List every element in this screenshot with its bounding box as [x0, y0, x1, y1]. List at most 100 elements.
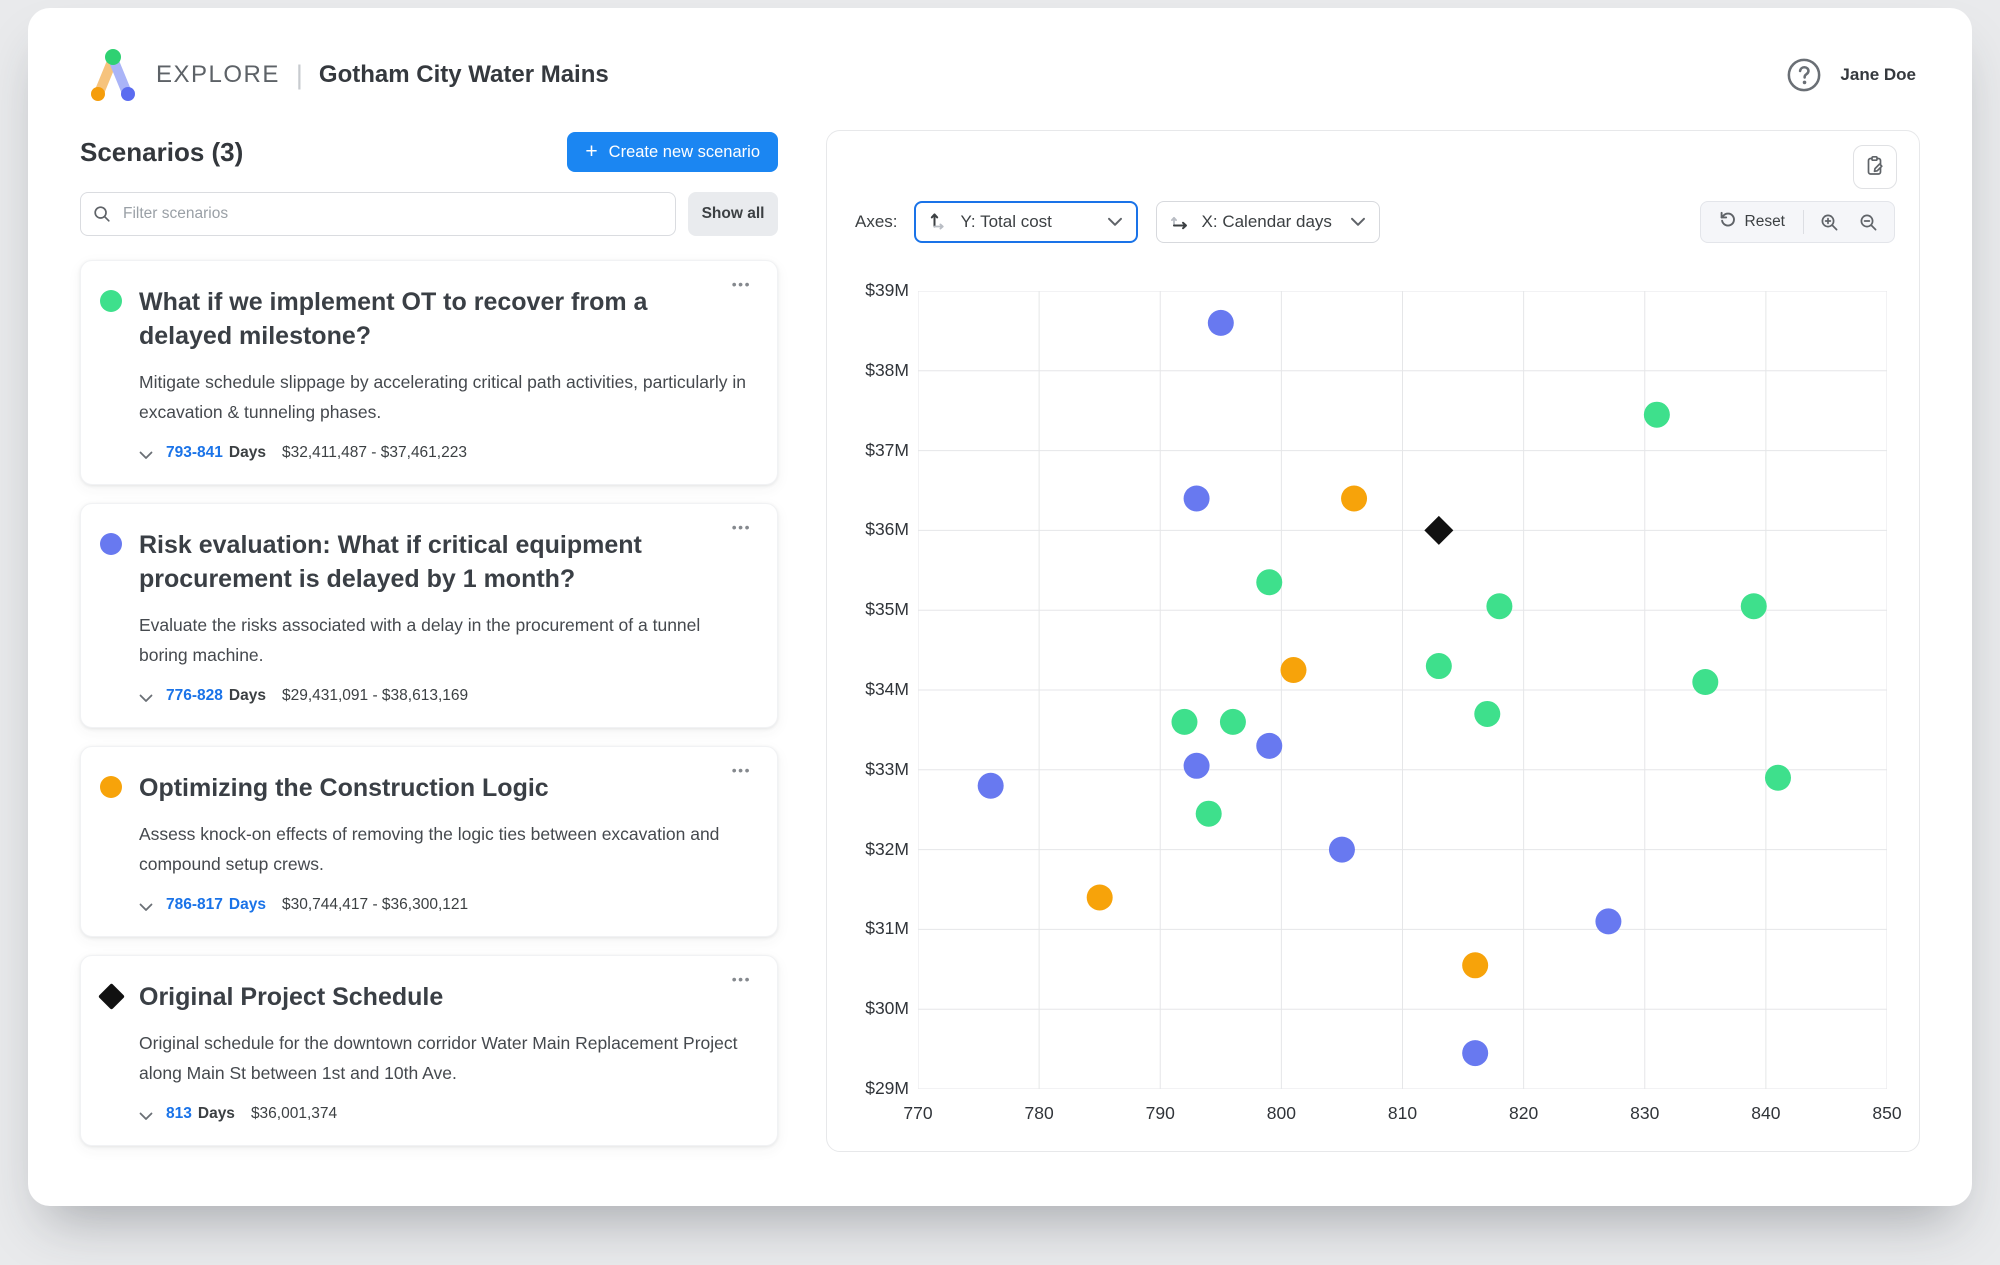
user-name[interactable]: Jane Doe [1840, 65, 1916, 84]
y-axis-tick-label: $36M [865, 519, 909, 540]
create-new-scenario-label: Create new scenario [608, 142, 760, 161]
scatter-point[interactable] [1425, 653, 1452, 680]
help-button[interactable] [1786, 57, 1822, 93]
scenario-marker-circle [100, 776, 122, 798]
show-all-button[interactable]: Show all [688, 192, 778, 236]
scenario-marker-circle [100, 533, 122, 555]
app-window: EXPLORE | Gotham City Water Mains Jane D… [28, 8, 1972, 1206]
zoom-in-button[interactable] [1816, 211, 1843, 234]
x-axis-tick-label: 810 [1387, 1103, 1418, 1123]
divider [1803, 210, 1804, 234]
clipboard-edit-icon [1864, 155, 1886, 180]
y-axis-dropdown[interactable]: Y: Total cost [913, 201, 1138, 243]
scatter-point[interactable] [1643, 401, 1670, 428]
y-axis-icon [929, 210, 949, 235]
chart-zoom-controls: Reset [1699, 201, 1895, 243]
expand-chevron-icon[interactable] [139, 1109, 153, 1120]
scatter-point[interactable] [1764, 764, 1791, 791]
days-unit-label: Days [228, 687, 266, 704]
help-icon [1786, 58, 1822, 96]
scatter-point[interactable] [1183, 485, 1210, 512]
card-menu-button[interactable]: ••• [726, 518, 757, 536]
zoom-out-button[interactable] [1855, 211, 1882, 234]
days-range: 793-841 [166, 444, 223, 461]
scatter-point[interactable] [1740, 593, 1767, 620]
scenario-footer: 793-841 Days $32,411,487 - $37,461,223 [139, 444, 749, 462]
card-menu-button[interactable]: ••• [726, 275, 757, 293]
scenario-description: Assess knock-on effects of removing the … [139, 824, 720, 874]
export-report-button[interactable] [1853, 145, 1897, 189]
create-new-scenario-button[interactable]: + Create new scenario [567, 132, 778, 172]
cost-range: $29,431,091 - $38,613,169 [281, 687, 469, 704]
y-axis-selected-value: Y: Total cost [960, 212, 1052, 231]
scatter-point[interactable] [1183, 752, 1210, 779]
header: EXPLORE | Gotham City Water Mains Jane D… [88, 44, 1916, 106]
scatter-point[interactable] [1086, 884, 1113, 911]
scatter-point[interactable] [1280, 657, 1307, 684]
days-unit-label: Days [228, 444, 266, 461]
scenario-description: Mitigate schedule slippage by accelerati… [139, 372, 746, 422]
x-axis-tick-label: 790 [1145, 1103, 1175, 1123]
scenario-card-list: ••• What if we implement OT to recover f… [80, 260, 778, 1146]
scenario-footer: 786-817 Days $30,744,417 - $36,300,121 [139, 896, 749, 914]
scatter-point[interactable] [1341, 485, 1368, 512]
y-axis-tick-label: $37M [865, 439, 909, 460]
days-range: 776-828 [166, 687, 223, 704]
scatter-point[interactable] [1219, 708, 1246, 735]
scatter-point[interactable] [977, 772, 1004, 799]
cost-range: $32,411,487 - $37,461,223 [281, 444, 467, 461]
scenario-description: Original schedule for the downtown corri… [139, 1033, 738, 1083]
chevron-down-icon [1350, 217, 1366, 227]
chevron-down-icon [1107, 217, 1123, 227]
scenario-footer: 813 Days $36,001,374 [139, 1105, 749, 1123]
scatter-point[interactable] [1256, 569, 1283, 596]
scenario-description: Evaluate the risks associated with a del… [139, 615, 701, 665]
scenario-footer: 776-828 Days $29,431,091 - $38,613,169 [139, 687, 749, 705]
expand-chevron-icon[interactable] [139, 900, 153, 911]
plus-icon: + [585, 139, 598, 163]
filter-scenarios-input[interactable] [80, 192, 676, 236]
scatter-point[interactable] [1328, 836, 1355, 863]
scatter-point[interactable] [1486, 593, 1513, 620]
x-axis-tick-label: 850 [1872, 1103, 1902, 1123]
scenario-card[interactable]: ••• Original Project Schedule Original s… [80, 955, 778, 1146]
reset-icon [1719, 211, 1736, 233]
days-unit-label: Days [197, 1105, 235, 1122]
x-axis-tick-label: 800 [1266, 1103, 1296, 1123]
x-axis-selected-value: X: Calendar days [1201, 212, 1332, 231]
y-axis-tick-label: $38M [865, 359, 909, 380]
scenario-card[interactable]: ••• Optimizing the Construction Logic As… [80, 746, 778, 937]
x-axis-tick-label: 770 [903, 1103, 933, 1123]
x-axis-tick-label: 820 [1509, 1103, 1539, 1123]
scatter-point[interactable] [1474, 700, 1501, 727]
scatter-point[interactable] [1462, 952, 1489, 979]
days-range: 813 [166, 1105, 192, 1122]
card-menu-button[interactable]: ••• [726, 970, 757, 988]
scatter-point[interactable] [1692, 669, 1719, 696]
y-axis-tick-label: $30M [865, 998, 909, 1019]
scatter-point[interactable] [1207, 309, 1234, 336]
app-logo-icon [88, 48, 138, 102]
y-axis-tick-label: $35M [865, 599, 909, 620]
axes-label: Axes: [855, 212, 898, 231]
scatter-point[interactable] [1256, 732, 1283, 759]
header-right: Jane Doe [1786, 57, 1916, 93]
x-axis-tick-label: 830 [1630, 1103, 1660, 1123]
scenario-card[interactable]: ••• Risk evaluation: What if critical eq… [80, 503, 778, 728]
y-axis-labels: $29M $30M $31M $32M $33M $34M $35M $36M $37M $38M… [831, 280, 909, 1098]
x-axis-tick-label: 780 [1024, 1103, 1054, 1123]
plot-area[interactable] [917, 290, 1888, 1090]
scatter-point[interactable] [1462, 1040, 1489, 1067]
reset-view-button[interactable]: Reset [1713, 210, 1792, 234]
scatter-point[interactable] [1195, 800, 1222, 827]
expand-chevron-icon[interactable] [139, 691, 153, 702]
y-axis-tick-label: $33M [865, 758, 909, 779]
card-menu-button[interactable]: ••• [726, 761, 757, 779]
scatter-point[interactable] [1171, 708, 1198, 735]
scenario-title: Optimizing the Construction Logic [139, 774, 549, 802]
scenario-card[interactable]: ••• What if we implement OT to recover f… [80, 260, 778, 485]
scatter-point-diamond[interactable] [1424, 515, 1454, 545]
scatter-point[interactable] [1595, 908, 1622, 935]
x-axis-dropdown[interactable]: X: Calendar days [1155, 201, 1380, 243]
expand-chevron-icon[interactable] [139, 448, 153, 459]
